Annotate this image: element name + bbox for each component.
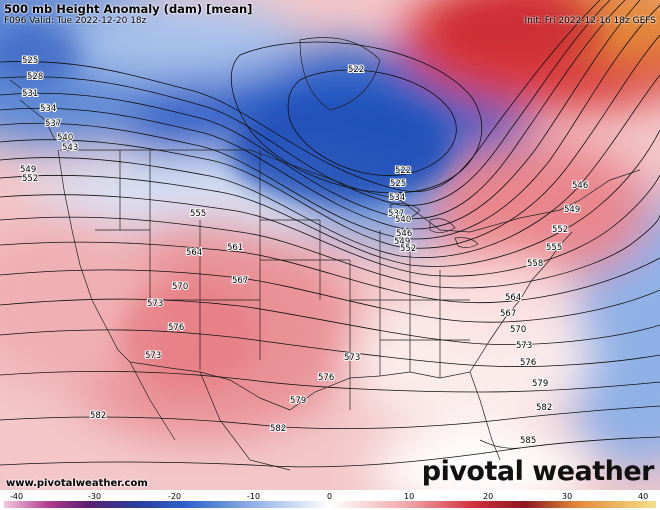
svg-text:582: 582	[90, 411, 106, 421]
svg-text:579: 579	[532, 379, 548, 389]
contour-labels: 525 528 531 534 537 540 543 549 552 555 …	[19, 55, 589, 447]
colorbar-tick: 10	[404, 492, 414, 501]
svg-text:540: 540	[57, 133, 73, 143]
site-url: www.pivotalweather.com	[6, 478, 148, 489]
svg-text:564: 564	[505, 293, 521, 303]
svg-text:570: 570	[510, 325, 526, 335]
svg-text:525: 525	[22, 56, 38, 66]
svg-text:525: 525	[390, 179, 406, 189]
svg-text:573: 573	[344, 353, 360, 363]
svg-text:579: 579	[290, 396, 306, 406]
svg-text:555: 555	[190, 209, 206, 219]
svg-text:543: 543	[62, 143, 78, 153]
colorbar-tick: -10	[247, 492, 260, 501]
height-anomaly-map: 525 528 531 534 537 540 543 549 552 555 …	[0, 0, 660, 490]
brand-logo: pivotal weather	[421, 456, 655, 487]
colorbar-tick: -20	[168, 492, 181, 501]
svg-text:570: 570	[172, 282, 188, 292]
svg-text:573: 573	[516, 341, 532, 351]
colorbar-gradient	[4, 501, 656, 508]
map-title: 500 mb Height Anomaly (dam) [mean]	[4, 2, 253, 16]
svg-text:576: 576	[168, 323, 184, 333]
svg-text:531: 531	[22, 89, 38, 99]
svg-text:573: 573	[145, 351, 161, 361]
map-borders	[9, 37, 641, 471]
svg-text:537: 537	[45, 119, 61, 129]
svg-text:576: 576	[520, 358, 536, 368]
colorbar-tick: 30	[562, 492, 572, 501]
colorbar-legend: -40 -30 -20 -10 0 10 20 30 40	[0, 490, 660, 510]
svg-text:534: 534	[40, 104, 56, 114]
svg-text:582: 582	[536, 403, 552, 413]
svg-text:561: 561	[227, 243, 243, 253]
svg-text:585: 585	[520, 436, 536, 446]
svg-text:546: 546	[572, 181, 588, 191]
svg-text:546: 546	[396, 229, 412, 239]
svg-text:552: 552	[22, 174, 38, 184]
svg-text:522: 522	[348, 65, 364, 75]
svg-text:552: 552	[400, 244, 416, 254]
svg-text:522: 522	[395, 166, 411, 176]
svg-text:576: 576	[318, 373, 334, 383]
svg-text:567: 567	[232, 276, 248, 286]
colorbar-tick: -40	[10, 492, 23, 501]
colorbar-tick: 20	[483, 492, 493, 501]
svg-text:555: 555	[546, 243, 562, 253]
svg-text:528: 528	[27, 72, 43, 82]
height-contours	[0, 0, 660, 468]
svg-text:558: 558	[527, 259, 543, 269]
svg-text:582: 582	[270, 424, 286, 434]
colorbar-tick: 0	[327, 492, 332, 501]
svg-text:537: 537	[388, 209, 404, 219]
svg-text:549: 549	[564, 205, 580, 215]
svg-text:552: 552	[552, 225, 568, 235]
svg-text:567: 567	[500, 309, 516, 319]
colorbar-tick: -30	[88, 492, 101, 501]
colorbar-tick: 40	[638, 492, 648, 501]
svg-text:534: 534	[389, 193, 405, 203]
svg-text:549: 549	[20, 165, 36, 175]
svg-text:540: 540	[395, 215, 411, 225]
svg-text:549: 549	[394, 237, 410, 247]
init-time: Init: Fri 2022-12-16 18z GEFS	[524, 16, 656, 26]
svg-text:573: 573	[147, 299, 163, 309]
valid-time: F096 Valid: Tue 2022-12-20 18z	[4, 16, 147, 26]
svg-text:564: 564	[186, 248, 202, 258]
